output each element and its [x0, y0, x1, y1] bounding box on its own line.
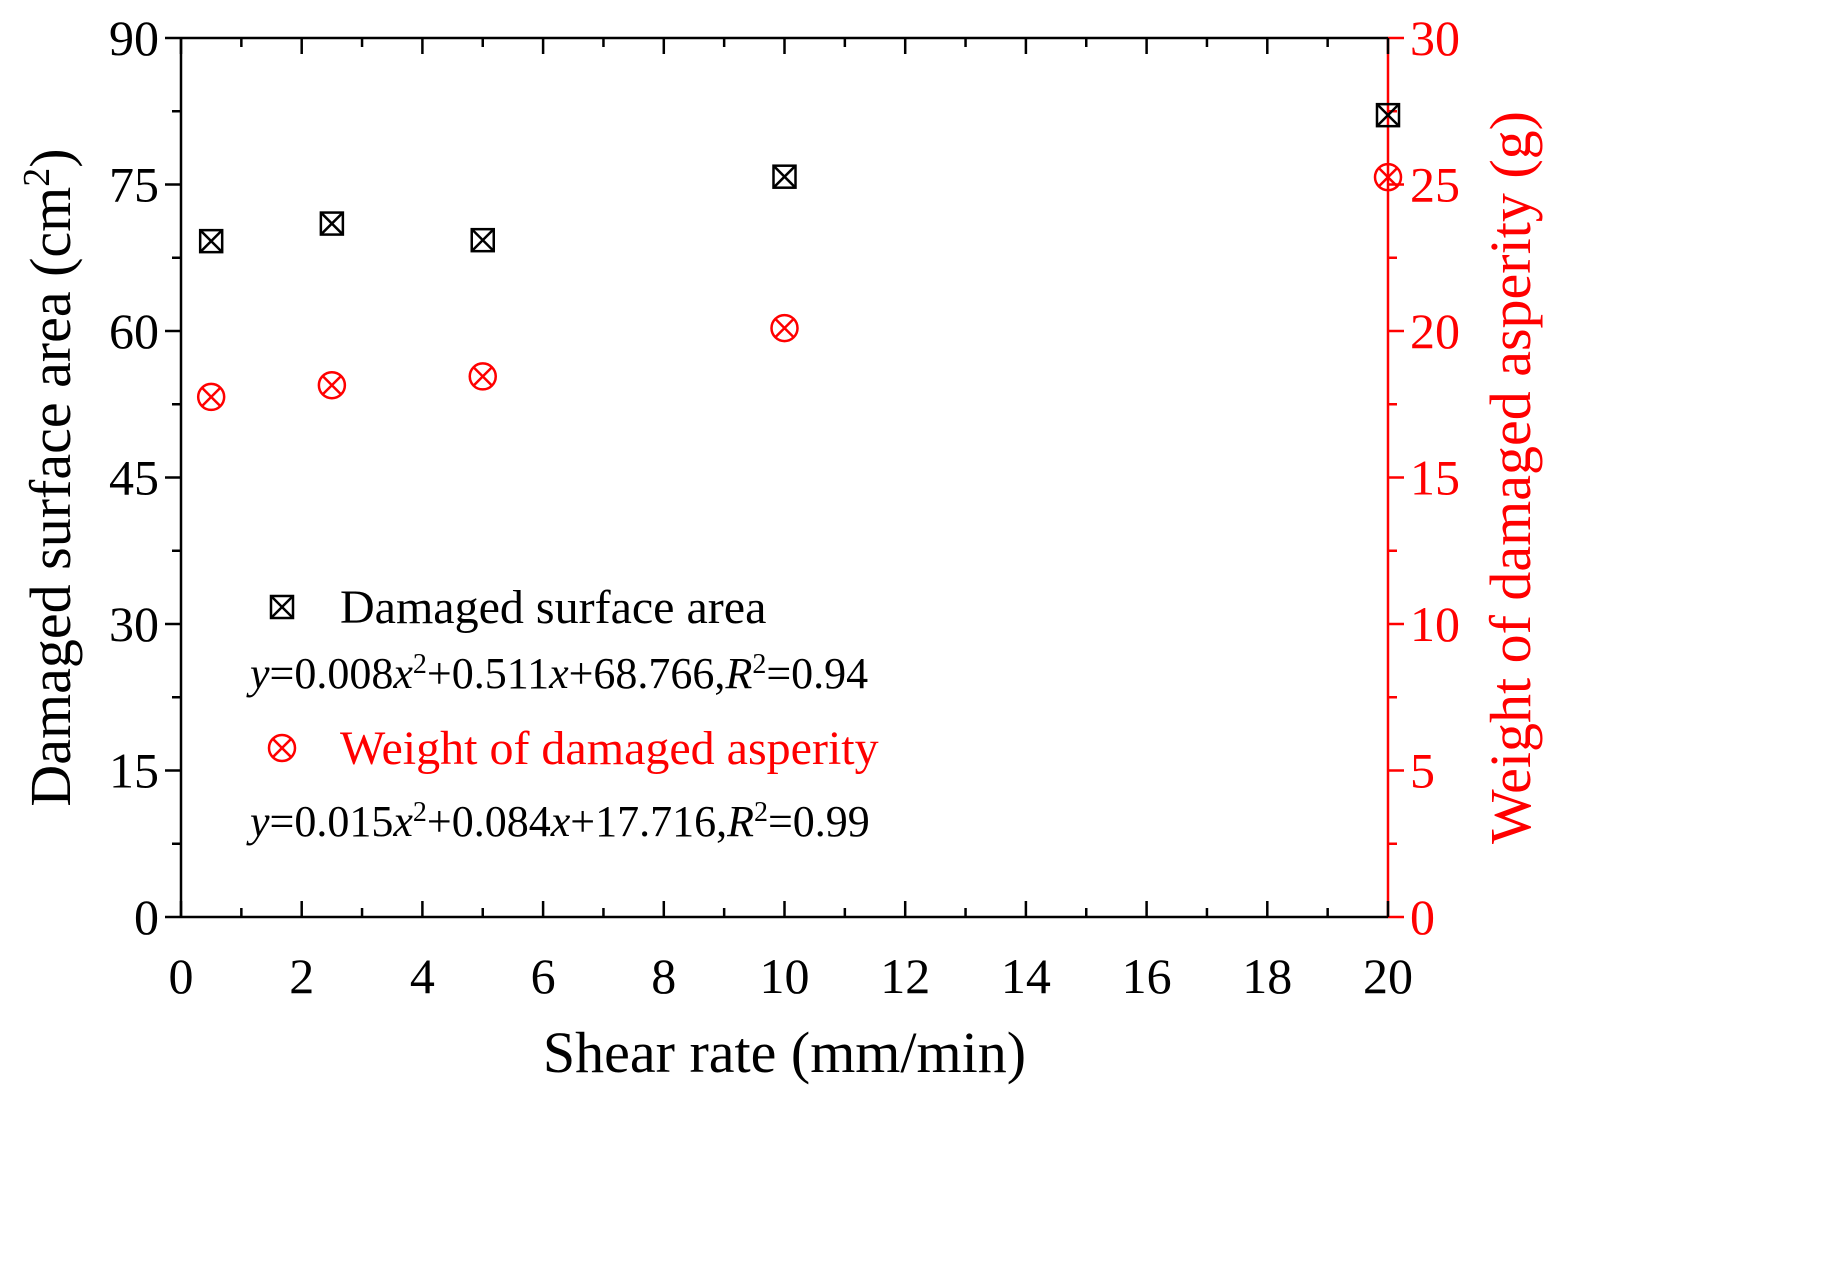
equation-part: +17.716, — [570, 797, 727, 846]
equation-part: +68.766, — [569, 649, 726, 698]
x-tick-label: 12 — [880, 948, 930, 1004]
x-tick-label: 2 — [289, 948, 314, 1004]
data-point — [770, 313, 799, 343]
x-tick-label: 0 — [169, 948, 194, 1004]
equation-part: 2 — [752, 649, 766, 680]
x-tick-label: 20 — [1363, 948, 1413, 1004]
data-point — [468, 362, 497, 391]
right-tick-label: 10 — [1410, 596, 1460, 652]
x-tick-label: 8 — [651, 948, 676, 1004]
series-damaged-surface-area — [198, 102, 1401, 254]
data-point — [1375, 102, 1401, 128]
left-tick-label: 90 — [109, 10, 159, 66]
x-tick-label: 4 — [410, 948, 435, 1004]
fit-equation-damaged-surface-area: y=0.008x2+0.511x+68.766,R2=0.94 — [246, 649, 868, 699]
fit-equation-weight-of-damaged-asperity: y=0.015x2+0.084x+17.716,R2=0.99 — [246, 797, 870, 847]
equation-part: x — [392, 649, 413, 698]
series-weight-of-damaged-asperity — [196, 162, 1403, 412]
data-point — [198, 228, 224, 254]
left-y-axis: 0 15 30 45 60 75 90 — [109, 10, 181, 945]
equation-part: x — [550, 797, 571, 846]
equation-part: =0.94 — [766, 649, 868, 698]
data-point — [772, 164, 797, 189]
x-tick-label: 16 — [1122, 948, 1172, 1004]
equation-part: x — [548, 649, 569, 698]
left-y-axis-title-main: Damaged surface area (cm — [18, 187, 83, 807]
equation-part: 2 — [413, 797, 427, 828]
left-y-axis-title: Damaged surface area (cm2) — [16, 148, 83, 806]
legend-marker-damaged-surface-area — [269, 594, 295, 620]
legend: Damaged surface area y=0.008x2+0.511x+68… — [246, 581, 879, 846]
left-tick-label: 45 — [109, 450, 159, 506]
legend-marker-weight-of-damaged-asperity — [267, 733, 297, 763]
equation-part: y — [246, 797, 270, 846]
equation-part: +0.511 — [427, 649, 549, 698]
right-tick-label: 0 — [1410, 889, 1435, 945]
x-tick-label: 10 — [760, 948, 810, 1004]
equation-part: y — [246, 649, 270, 698]
left-tick-label: 60 — [109, 303, 159, 359]
left-y-axis-title-sup: 2 — [16, 168, 58, 187]
data-point — [317, 370, 347, 400]
left-tick-label: 75 — [109, 157, 159, 213]
right-tick-label: 30 — [1410, 10, 1460, 66]
left-tick-label: 15 — [109, 743, 159, 799]
data-point — [1373, 162, 1403, 192]
data-point — [319, 211, 345, 236]
legend-marker-symbol — [267, 733, 297, 763]
left-tick-label: 0 — [134, 889, 159, 945]
equation-part: R — [724, 649, 752, 698]
right-y-axis: 0 5 10 15 20 25 30 — [1388, 10, 1460, 945]
right-tick-label: 15 — [1410, 450, 1460, 506]
equation-part: 2 — [413, 649, 427, 680]
x-axis: 0 2 4 6 8 10 12 14 16 18 20 — [169, 38, 1413, 1004]
x-tick-label: 14 — [1001, 948, 1051, 1004]
equation-part: =0.008 — [270, 649, 394, 698]
equation-part: x — [392, 797, 413, 846]
equation-part: 2 — [754, 797, 768, 828]
equation-part: R — [726, 797, 754, 846]
legend-label-damaged-surface-area: Damaged surface area — [340, 581, 766, 634]
x-axis-title: Shear rate (mm/min) — [543, 1020, 1026, 1085]
x-tick-label: 6 — [531, 948, 556, 1004]
plot-frame — [179, 36, 1390, 919]
left-y-axis-title-end: ) — [18, 148, 83, 167]
data-point — [196, 382, 226, 412]
right-tick-label: 20 — [1410, 303, 1460, 359]
right-y-axis-title: Weight of damaged asperity (g) — [1478, 111, 1543, 844]
equation-part: =0.015 — [270, 797, 394, 846]
right-tick-label: 25 — [1410, 157, 1460, 213]
right-tick-label: 5 — [1410, 743, 1435, 799]
data-point — [470, 227, 495, 253]
legend-marker-symbol — [269, 594, 295, 620]
series-layer — [196, 102, 1403, 412]
left-tick-label: 30 — [109, 596, 159, 652]
equation-part: =0.99 — [768, 797, 870, 846]
x-tick-label: 18 — [1242, 948, 1292, 1004]
equation-part: +0.084 — [427, 797, 551, 846]
legend-label-weight-of-damaged-asperity: Weight of damaged asperity — [340, 722, 879, 775]
